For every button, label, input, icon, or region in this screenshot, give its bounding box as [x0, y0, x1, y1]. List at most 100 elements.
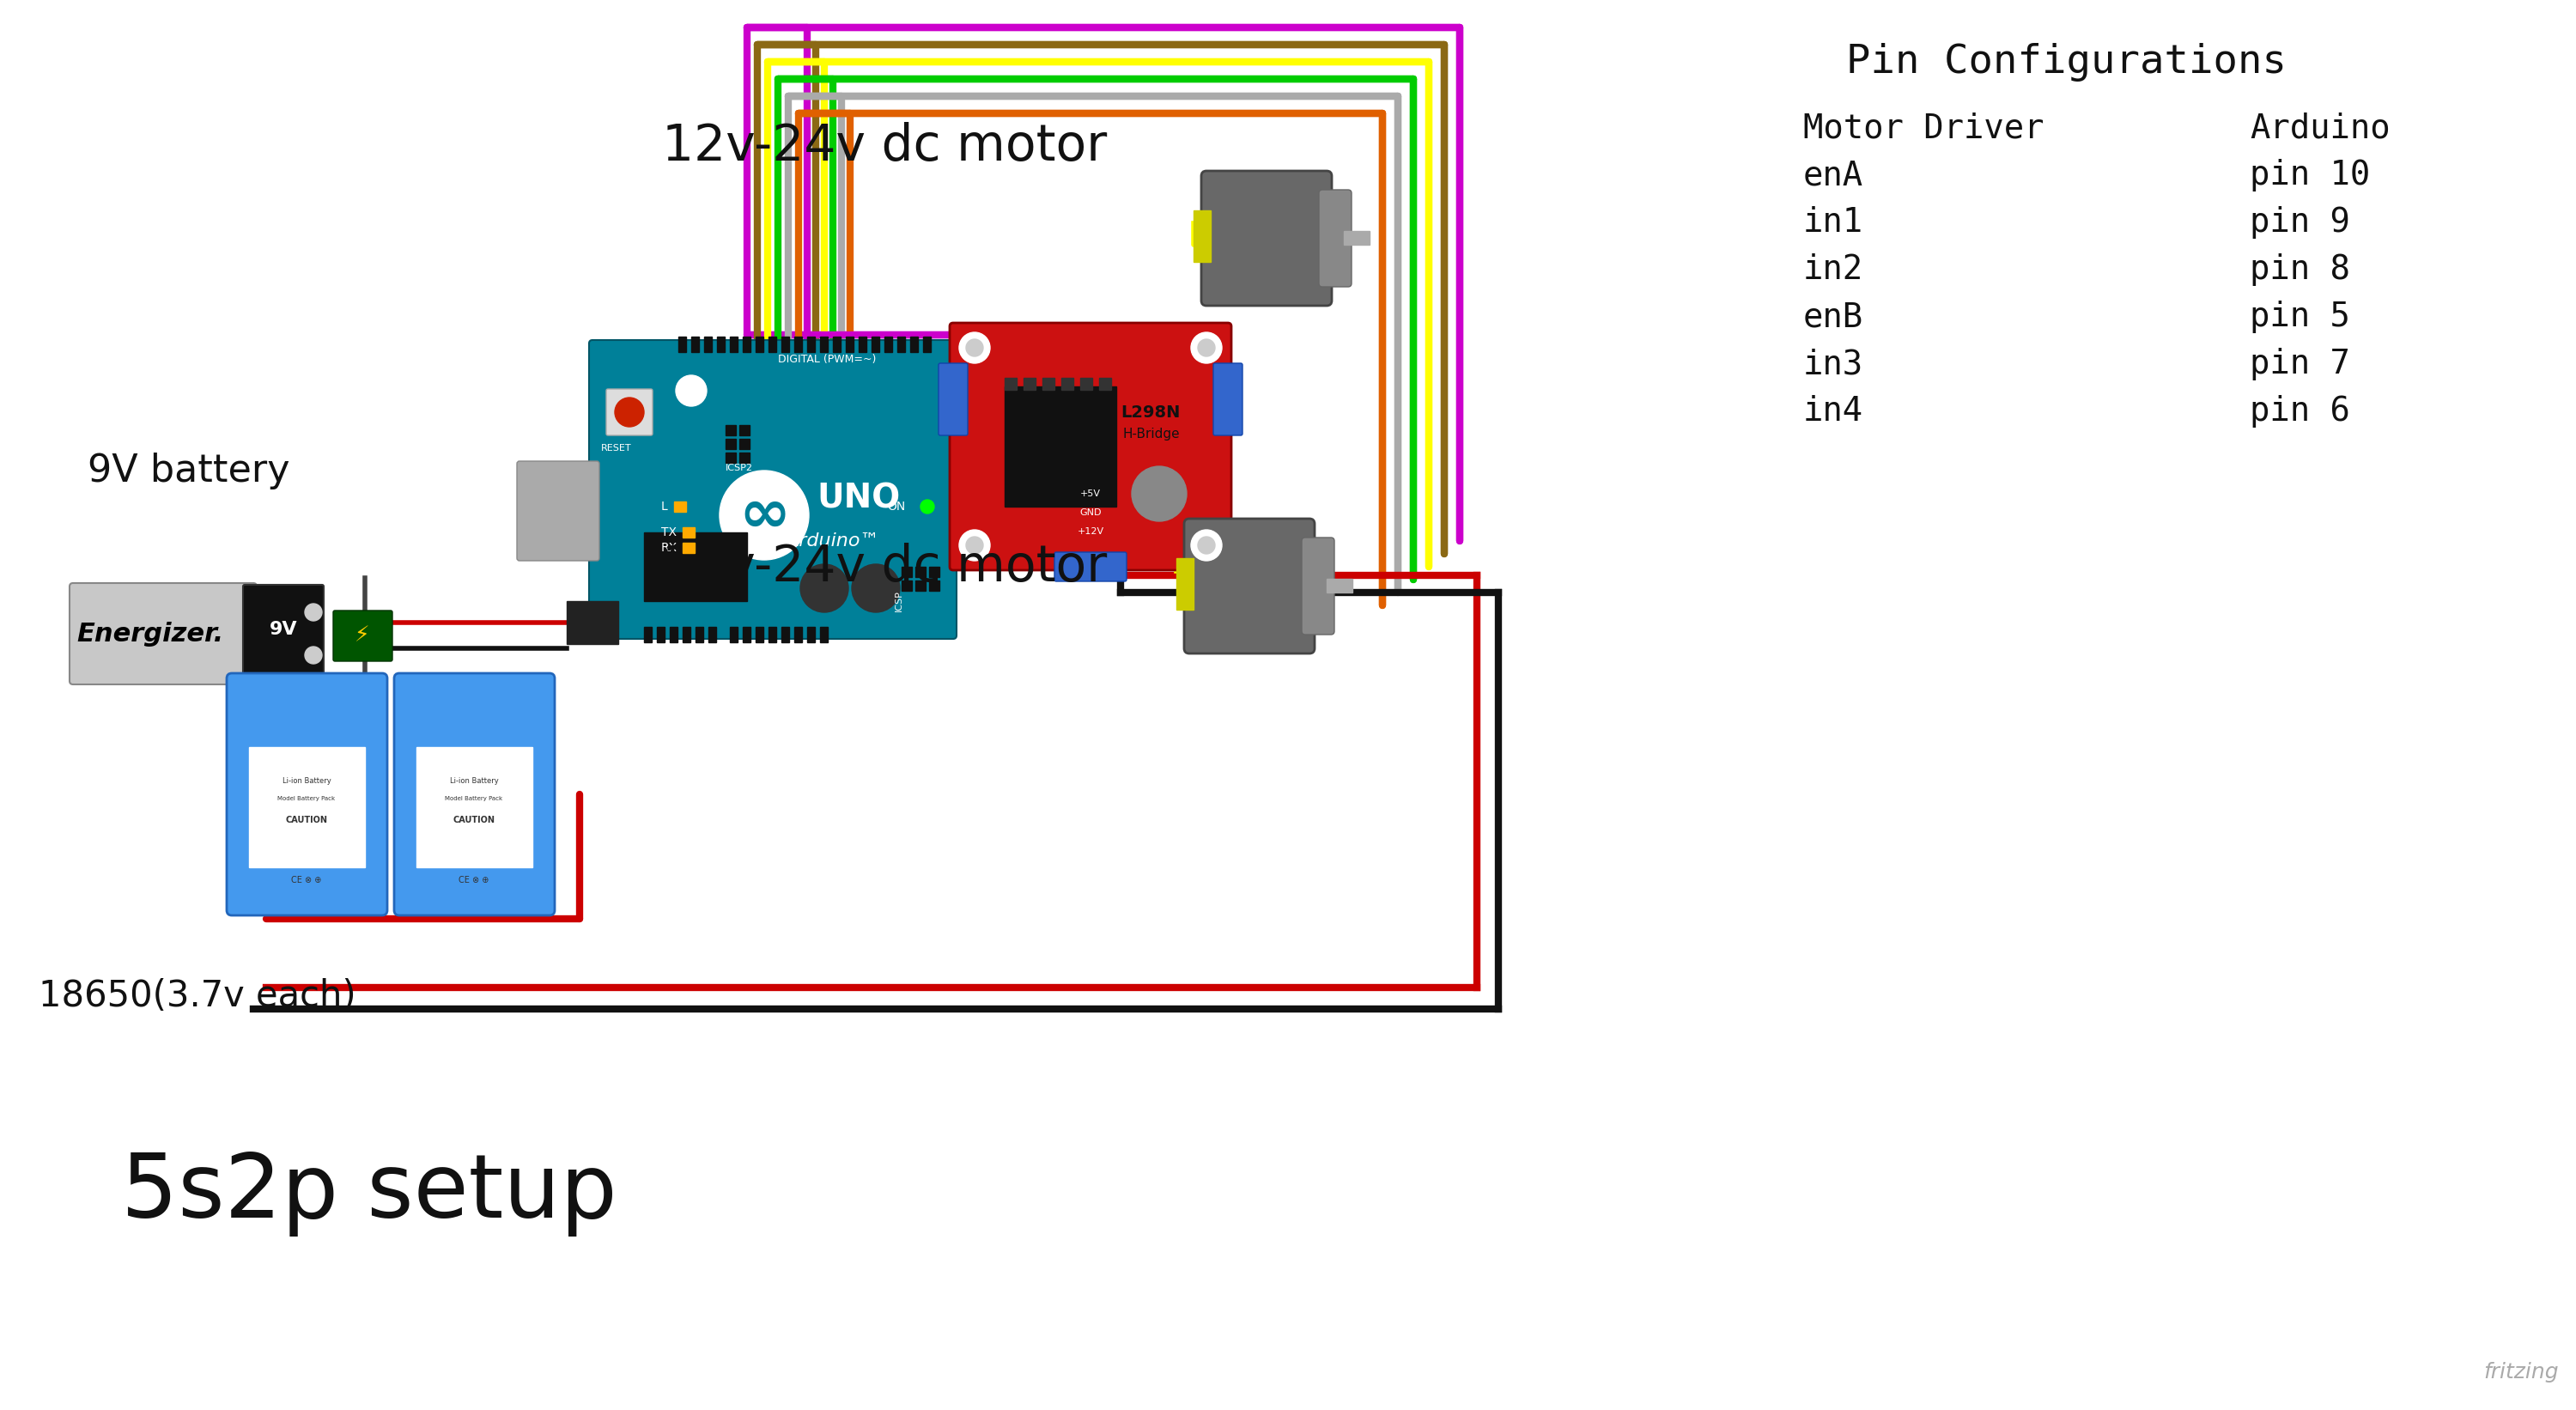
- Bar: [781, 627, 788, 643]
- Text: enA: enA: [1803, 159, 1862, 192]
- Bar: [930, 567, 940, 577]
- Bar: [729, 337, 737, 352]
- Bar: [739, 439, 750, 450]
- FancyBboxPatch shape: [1301, 537, 1334, 634]
- Bar: [884, 337, 891, 352]
- Text: CAUTION: CAUTION: [453, 816, 495, 825]
- Bar: [742, 627, 750, 643]
- Text: 9V battery: 9V battery: [88, 453, 291, 489]
- Bar: [683, 627, 690, 643]
- Bar: [567, 601, 618, 644]
- Circle shape: [1190, 333, 1221, 364]
- Bar: [755, 627, 762, 643]
- Circle shape: [675, 375, 706, 406]
- Text: pin 8: pin 8: [2249, 254, 2349, 286]
- Text: 5s2p setup: 5s2p setup: [121, 1151, 618, 1237]
- Bar: [909, 337, 917, 352]
- Text: 9V: 9V: [270, 620, 296, 637]
- Bar: [858, 337, 866, 352]
- Text: ON: ON: [889, 501, 907, 513]
- FancyBboxPatch shape: [1054, 553, 1126, 581]
- Text: Arduino™: Arduino™: [786, 533, 878, 550]
- Bar: [683, 527, 696, 537]
- Text: Li-ion Battery: Li-ion Battery: [283, 777, 330, 785]
- Bar: [696, 627, 703, 643]
- Bar: [729, 627, 737, 643]
- Bar: [819, 337, 827, 352]
- Bar: [806, 337, 814, 352]
- Text: ICSP2: ICSP2: [726, 464, 752, 472]
- Bar: [716, 337, 724, 352]
- Circle shape: [304, 647, 322, 664]
- Bar: [675, 502, 685, 512]
- Bar: [781, 337, 788, 352]
- Circle shape: [616, 398, 644, 427]
- Bar: [902, 581, 912, 591]
- Text: RX: RX: [662, 541, 677, 554]
- Bar: [726, 424, 737, 436]
- Text: in1: in1: [1803, 206, 1862, 238]
- Bar: [677, 337, 685, 352]
- FancyBboxPatch shape: [1319, 190, 1352, 286]
- Bar: [670, 627, 677, 643]
- Circle shape: [958, 530, 989, 561]
- Text: Arduino: Arduino: [2249, 111, 2391, 144]
- Bar: [739, 424, 750, 436]
- Text: ICSP: ICSP: [894, 589, 904, 612]
- Text: enB: enB: [1803, 300, 1862, 333]
- Text: ⚡: ⚡: [355, 625, 371, 646]
- FancyBboxPatch shape: [1213, 364, 1242, 436]
- Text: 18650(3.7v each): 18650(3.7v each): [39, 979, 355, 1014]
- Bar: [726, 453, 737, 462]
- Bar: [1061, 378, 1074, 389]
- Bar: [930, 581, 940, 591]
- FancyBboxPatch shape: [951, 323, 1231, 570]
- Bar: [832, 337, 840, 352]
- Circle shape: [1198, 537, 1216, 554]
- Bar: [768, 337, 775, 352]
- Text: L: L: [662, 501, 667, 513]
- Bar: [708, 627, 716, 643]
- Circle shape: [958, 333, 989, 364]
- Circle shape: [719, 471, 809, 560]
- Bar: [644, 533, 747, 601]
- FancyBboxPatch shape: [938, 364, 969, 436]
- Text: pin 9: pin 9: [2249, 206, 2349, 238]
- Bar: [690, 337, 698, 352]
- Bar: [1005, 378, 1018, 389]
- Circle shape: [801, 564, 848, 612]
- Text: Energizer.: Energizer.: [77, 622, 224, 646]
- Circle shape: [920, 499, 935, 513]
- Bar: [871, 337, 878, 352]
- Text: CE ⊗ ⊕: CE ⊗ ⊕: [459, 876, 489, 884]
- Bar: [768, 627, 775, 643]
- FancyBboxPatch shape: [242, 585, 325, 682]
- FancyBboxPatch shape: [70, 584, 258, 684]
- Bar: [914, 581, 925, 591]
- Bar: [896, 337, 904, 352]
- Bar: [806, 627, 814, 643]
- Text: L298N: L298N: [1121, 405, 1180, 420]
- Bar: [914, 567, 925, 577]
- Circle shape: [304, 603, 322, 620]
- Text: CE ⊗ ⊕: CE ⊗ ⊕: [291, 876, 322, 884]
- Bar: [793, 627, 801, 643]
- Text: pin 6: pin 6: [2249, 395, 2349, 427]
- Text: in4: in4: [1803, 395, 1862, 427]
- Bar: [644, 627, 652, 643]
- Bar: [726, 439, 737, 450]
- Text: Pin Configurations: Pin Configurations: [1847, 42, 2287, 82]
- Text: pin 10: pin 10: [2249, 159, 2370, 192]
- Circle shape: [966, 537, 984, 554]
- Bar: [1043, 378, 1054, 389]
- Text: pin 7: pin 7: [2249, 348, 2349, 381]
- Bar: [657, 627, 665, 643]
- Bar: [1345, 231, 1370, 245]
- Bar: [845, 337, 853, 352]
- FancyBboxPatch shape: [518, 461, 600, 561]
- Text: Model Battery Pack: Model Battery Pack: [446, 797, 502, 801]
- Bar: [819, 627, 827, 643]
- Bar: [1005, 386, 1115, 506]
- Bar: [1193, 210, 1211, 262]
- Text: UNO: UNO: [817, 482, 902, 515]
